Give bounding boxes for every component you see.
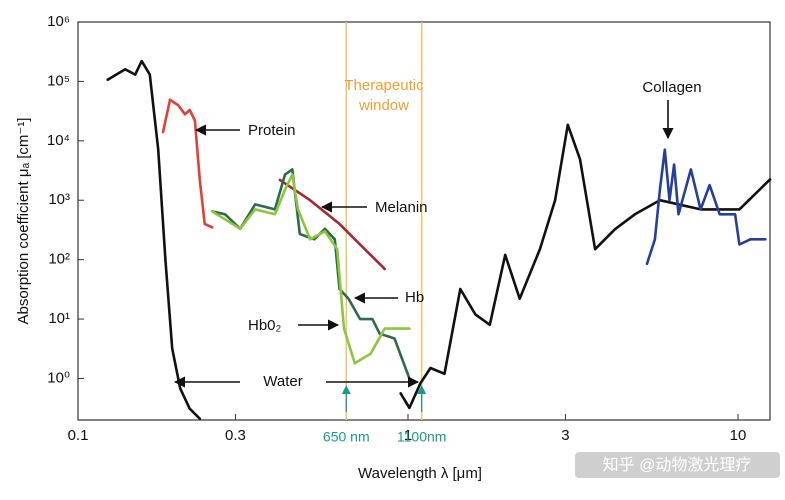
series-label: Collagen	[642, 79, 701, 96]
y-tick-label: 10²	[48, 251, 70, 268]
series-label: Protein	[248, 122, 296, 139]
plot-frame	[77, 21, 771, 421]
y-tick-label: 10⁶	[47, 13, 70, 30]
label-bg	[243, 372, 323, 392]
series-line	[161, 98, 214, 229]
y-axis-label: Absorption coefficient μₐ [cm⁻¹]	[15, 118, 32, 325]
series-label: Water	[263, 373, 302, 390]
x-axis-label: Wavelength λ [μm]	[358, 465, 482, 482]
watermark-bg	[575, 452, 780, 478]
marker-label: 1100nm	[397, 429, 447, 445]
y-tick-label: 10⁴	[47, 132, 70, 149]
y-tick-label: 10³	[48, 191, 70, 208]
x-tick-label: 1	[404, 427, 412, 444]
x-tick-label: 0.1	[68, 427, 89, 444]
y-tick-label: 10⁵	[47, 72, 70, 89]
y-tick-label: 10¹	[48, 310, 70, 327]
series-label: Hb0₂	[248, 317, 282, 334]
series-line	[210, 173, 411, 365]
marker-label: 650 nm	[323, 429, 370, 445]
watermark: 知乎 @动物激光理疗	[603, 456, 752, 474]
x-tick-label: 10	[730, 427, 747, 444]
series-line	[645, 148, 767, 266]
window-label: Therapeutic	[344, 77, 424, 94]
x-tick-label: 3	[561, 427, 569, 444]
series-label: Hb	[405, 289, 424, 306]
series-line	[106, 59, 772, 420]
y-tick-label: 10⁰	[47, 369, 70, 386]
x-tick-label: 0.3	[225, 427, 246, 444]
window-label: window	[358, 97, 409, 114]
series-label: Melanin	[375, 199, 428, 216]
series-line	[278, 178, 386, 271]
